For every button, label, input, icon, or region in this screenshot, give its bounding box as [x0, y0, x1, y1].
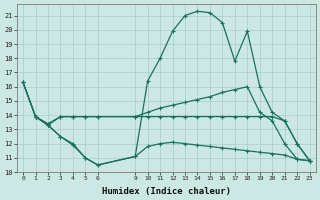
X-axis label: Humidex (Indice chaleur): Humidex (Indice chaleur): [102, 187, 231, 196]
